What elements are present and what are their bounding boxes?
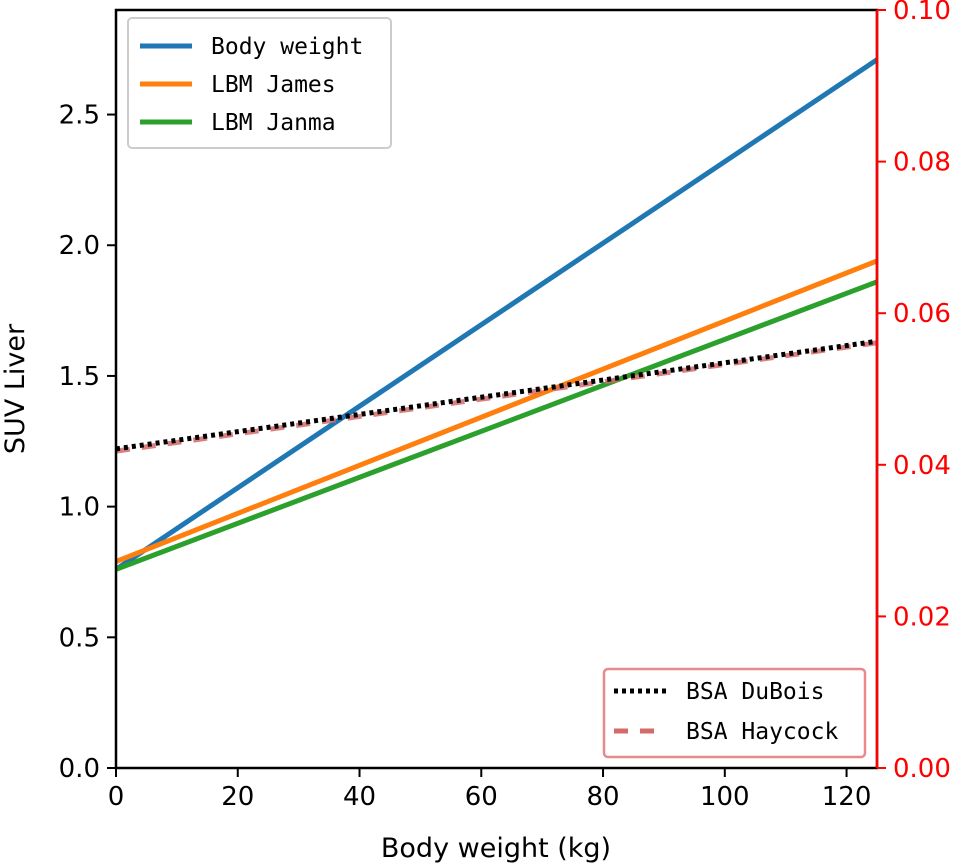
y-tick-label: 1.0 xyxy=(59,493,100,523)
y-tick-label: 2.5 xyxy=(59,101,100,131)
y2-tick-label: 0.02 xyxy=(893,602,951,632)
series-line-body-weight xyxy=(114,57,879,572)
x-tick-label: 80 xyxy=(586,782,619,812)
y2-tick-label: 0.04 xyxy=(893,451,951,481)
legend-box xyxy=(127,17,392,149)
y-axis-label: SUV Liver xyxy=(0,323,31,454)
x-tick-label: 100 xyxy=(700,782,750,812)
y-tick-label: 2.0 xyxy=(59,231,100,261)
x-axis-ticks: 0 20 40 60 80 100 120 xyxy=(108,768,872,812)
x-axis-label: Body weight (kg) xyxy=(381,833,611,864)
y-tick-label: 1.5 xyxy=(59,362,100,392)
x-tick-label: 0 xyxy=(108,782,125,812)
x-tick-label: 40 xyxy=(343,782,376,812)
legend-entry-label: Body weight xyxy=(211,34,363,60)
legend-entry-label: LBM James xyxy=(211,72,336,98)
y2-tick-label: 0.00 xyxy=(893,754,951,784)
y2-tick-label: 0.08 xyxy=(893,148,951,178)
x-tick-label: 20 xyxy=(221,782,254,812)
legend-upper-left: Body weight LBM James LBM Janma xyxy=(127,17,392,149)
legend-lower-right: BSA DuBois BSA Haycock xyxy=(602,667,867,759)
x-tick-label: 60 xyxy=(465,782,498,812)
y2-tick-label: 0.10 xyxy=(893,0,951,26)
legend-entry-label: BSA DuBois xyxy=(686,679,824,705)
legend-entry-label: BSA Haycock xyxy=(686,719,838,745)
series-lines xyxy=(114,57,879,572)
legend-entry-label: LBM Janma xyxy=(211,110,336,136)
y-tick-label: 0.0 xyxy=(59,754,100,784)
y2-tick-label: 0.06 xyxy=(893,299,951,329)
y-tick-label: 0.5 xyxy=(59,623,100,653)
series-line-lbm-james xyxy=(115,258,878,564)
series-line-lbm-janma xyxy=(115,279,878,572)
legend-box xyxy=(602,667,867,759)
y-axis-ticks: 0.0 0.5 1.0 1.5 2.0 2.5 xyxy=(59,101,116,784)
y2-axis-ticks: 0.00 0.02 0.04 0.06 0.08 0.10 xyxy=(875,0,951,784)
x-tick-label: 120 xyxy=(822,782,872,812)
series-line-bsa-dubois xyxy=(115,338,878,452)
